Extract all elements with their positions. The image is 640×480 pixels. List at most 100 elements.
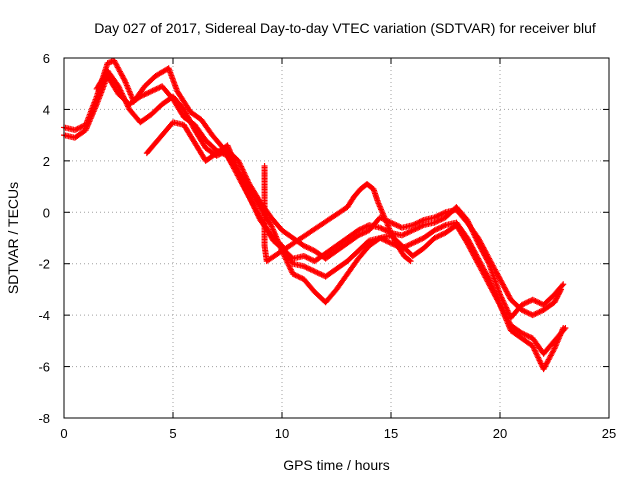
data-point	[359, 225, 366, 232]
data-point	[522, 299, 529, 306]
data-point	[300, 253, 307, 259]
data-point	[405, 242, 412, 249]
data-point	[396, 223, 403, 230]
marks	[61, 57, 569, 373]
data-point	[358, 231, 365, 238]
data-point	[362, 224, 369, 231]
data-point	[291, 271, 298, 278]
data-point	[524, 309, 531, 316]
data-point	[412, 220, 419, 227]
data-point	[439, 210, 446, 217]
chart-title: Day 027 of 2017, Sidereal Day-to-day VTE…	[94, 20, 596, 36]
data-point	[525, 310, 532, 317]
x-tick-label: 10	[275, 426, 289, 441]
data-point	[360, 229, 367, 236]
data-point	[518, 307, 525, 313]
data-point	[71, 127, 78, 133]
data-point	[411, 226, 418, 233]
data-point	[407, 228, 414, 235]
data-point	[153, 85, 160, 92]
data-point	[438, 216, 445, 223]
y-tick-label: 2	[43, 154, 50, 169]
data-point	[140, 92, 147, 99]
data-point	[416, 236, 423, 243]
data-point	[121, 76, 128, 83]
data-point	[416, 224, 423, 231]
data-point	[382, 237, 389, 244]
data-point	[359, 230, 366, 237]
data-point	[389, 220, 396, 227]
data-point	[303, 244, 310, 250]
data-point	[407, 258, 414, 265]
data-point	[302, 243, 309, 250]
data-point	[441, 209, 448, 216]
data-point	[412, 238, 419, 245]
data-point	[306, 265, 313, 272]
data-point	[522, 308, 529, 315]
data-point	[406, 257, 413, 264]
data-point	[417, 218, 424, 225]
data-point	[144, 90, 151, 97]
data-point	[435, 212, 442, 219]
data-point	[304, 265, 311, 272]
data-point	[525, 298, 532, 305]
data-point	[496, 300, 503, 307]
data-point	[77, 124, 84, 131]
data-point	[375, 235, 382, 242]
data-point	[531, 311, 538, 318]
data-point	[432, 226, 439, 233]
data-point	[292, 272, 299, 279]
data-point	[536, 299, 543, 306]
x-tick-label: 25	[602, 426, 616, 441]
data-point	[318, 271, 325, 278]
data-point	[75, 125, 82, 132]
data-point	[404, 242, 411, 249]
data-point	[438, 231, 445, 238]
data-point	[439, 231, 446, 238]
data-point	[304, 244, 311, 251]
data-point	[313, 269, 320, 276]
data-point	[300, 242, 307, 249]
data-point	[438, 224, 445, 231]
data-point	[531, 297, 538, 304]
data-point	[520, 301, 527, 308]
data-point	[314, 269, 321, 276]
data-point	[308, 246, 315, 253]
data-point	[533, 310, 540, 317]
x-tick-label: 20	[493, 426, 507, 441]
data-point	[537, 308, 544, 315]
data-point	[356, 231, 363, 238]
x-axis-label: GPS time / hours	[283, 457, 390, 473]
data-point	[411, 221, 418, 228]
data-point	[415, 224, 422, 231]
data-point	[535, 299, 542, 306]
data-point	[307, 256, 314, 263]
data-point	[289, 271, 296, 277]
data-point	[437, 217, 444, 223]
data-point	[137, 93, 144, 100]
data-point	[432, 218, 439, 225]
data-point	[145, 89, 152, 96]
data-point	[434, 213, 441, 220]
data-point	[358, 226, 365, 232]
x-tick-label: 15	[384, 426, 398, 441]
series-track-d	[143, 119, 567, 373]
data-point	[413, 225, 420, 232]
grid	[64, 58, 609, 418]
data-point	[141, 91, 148, 98]
data-point	[295, 273, 302, 280]
data-point	[393, 222, 400, 229]
series-track-e	[261, 163, 414, 265]
data-point	[535, 309, 542, 316]
data-point	[356, 226, 363, 233]
data-point	[409, 222, 416, 229]
x-tick-label: 0	[60, 426, 67, 441]
data-point	[434, 218, 441, 225]
data-point	[431, 214, 438, 221]
data-point	[524, 299, 531, 306]
data-point	[150, 87, 157, 94]
data-point	[408, 227, 415, 234]
data-point	[525, 333, 532, 340]
y-tick-label: -6	[38, 360, 50, 375]
data-point	[435, 217, 442, 224]
